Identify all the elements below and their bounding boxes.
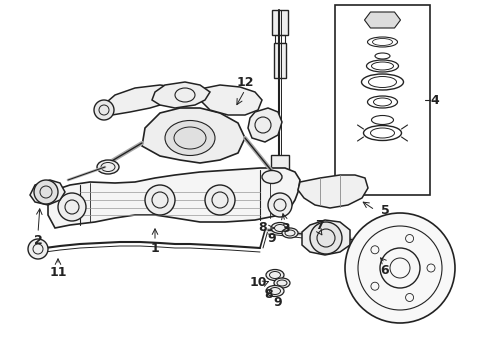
Polygon shape xyxy=(100,85,178,115)
Bar xyxy=(275,35,285,43)
Text: 9: 9 xyxy=(268,231,276,244)
Polygon shape xyxy=(298,175,368,208)
Polygon shape xyxy=(30,180,65,205)
Ellipse shape xyxy=(165,121,215,156)
Circle shape xyxy=(34,180,58,204)
Ellipse shape xyxy=(274,278,290,288)
Text: 8: 8 xyxy=(265,288,273,302)
Text: 12: 12 xyxy=(236,76,254,89)
Polygon shape xyxy=(152,82,210,108)
Text: 4: 4 xyxy=(431,94,440,107)
Polygon shape xyxy=(365,12,400,28)
Circle shape xyxy=(145,185,175,215)
Text: 11: 11 xyxy=(49,266,67,279)
Circle shape xyxy=(268,193,292,217)
Text: 5: 5 xyxy=(381,203,390,216)
Text: 10: 10 xyxy=(249,276,267,289)
Text: 2: 2 xyxy=(34,234,42,247)
Circle shape xyxy=(268,188,292,212)
Circle shape xyxy=(94,100,114,120)
Text: 1: 1 xyxy=(150,242,159,255)
Circle shape xyxy=(28,239,48,259)
Circle shape xyxy=(58,193,86,221)
Circle shape xyxy=(205,185,235,215)
Ellipse shape xyxy=(266,285,284,297)
Text: 7: 7 xyxy=(316,219,324,231)
Ellipse shape xyxy=(282,228,298,238)
Polygon shape xyxy=(48,168,300,228)
Text: 9: 9 xyxy=(274,296,282,309)
Bar xyxy=(335,5,430,195)
Polygon shape xyxy=(200,85,262,115)
Ellipse shape xyxy=(271,222,289,234)
Text: 3: 3 xyxy=(281,221,289,234)
Bar xyxy=(274,43,286,78)
Polygon shape xyxy=(142,108,245,163)
Ellipse shape xyxy=(97,160,119,174)
Circle shape xyxy=(310,222,342,254)
Polygon shape xyxy=(302,220,350,255)
Polygon shape xyxy=(248,108,282,142)
Text: 8: 8 xyxy=(259,220,268,234)
Bar xyxy=(271,155,289,195)
Ellipse shape xyxy=(262,171,282,184)
Text: 6: 6 xyxy=(381,264,390,276)
Bar xyxy=(272,10,288,35)
Circle shape xyxy=(345,213,455,323)
Ellipse shape xyxy=(266,270,284,280)
